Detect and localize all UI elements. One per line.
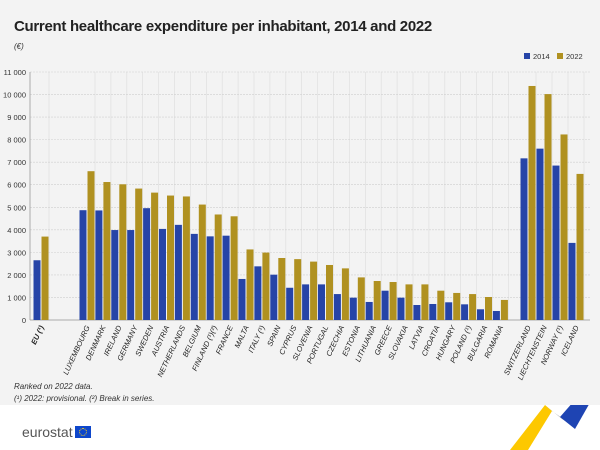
bar-2022	[528, 85, 536, 320]
y-tick-label: 5 000	[7, 203, 26, 212]
bar-2014	[254, 266, 262, 320]
bar-2014	[190, 233, 198, 320]
y-tick-label: 10 000	[3, 91, 26, 100]
bar-2014	[381, 290, 389, 320]
eurostat-swoosh-icon	[510, 405, 589, 450]
bar-2022	[246, 249, 254, 320]
bar-2022	[87, 171, 95, 320]
bar-2022	[214, 214, 222, 320]
bar-2022	[373, 280, 381, 320]
bar-2022	[453, 292, 461, 320]
bar-2022	[294, 259, 302, 320]
eurostat-logo: eurostat	[22, 424, 91, 440]
bar-2014	[206, 236, 214, 320]
bar-2022	[357, 277, 365, 320]
bar-2022	[500, 299, 508, 320]
bar-2014	[429, 303, 437, 320]
y-tick-label: 9 000	[7, 113, 26, 122]
bar-2022	[103, 182, 111, 320]
bar-2022	[262, 252, 270, 320]
bar-2014	[349, 297, 357, 320]
bar-2014	[127, 230, 135, 320]
bar-2014	[143, 208, 151, 320]
bar-2022	[167, 195, 174, 320]
y-tick-label: 4 000	[7, 226, 26, 235]
bar-2022	[341, 268, 349, 320]
bar-2022	[405, 284, 413, 320]
bar-2022	[469, 294, 477, 320]
bar-2014	[461, 304, 469, 320]
bar-2014	[536, 148, 544, 320]
bar-2022	[230, 216, 238, 320]
bar-2014	[33, 260, 41, 320]
bar-2022	[437, 290, 445, 320]
bar-2014	[552, 165, 560, 320]
bar-2022	[182, 196, 190, 320]
bar-2022	[198, 204, 206, 320]
bar-2022	[421, 284, 429, 320]
y-tick-label: 0	[22, 316, 26, 325]
chart-title: Current healthcare expenditure per inhab…	[14, 18, 432, 35]
y-tick-label: 6 000	[7, 181, 26, 190]
legend-swatch	[524, 53, 530, 59]
eu-flag-icon	[74, 426, 91, 438]
bar-2014	[222, 235, 230, 320]
bar-2014	[286, 287, 294, 320]
unit-label: (€)	[14, 42, 24, 51]
bar-2014	[492, 310, 500, 320]
bar-2014	[568, 242, 576, 320]
bar-2022	[278, 258, 286, 320]
y-tick-label: 11 000	[4, 68, 26, 77]
bar-2014	[520, 158, 528, 320]
ranking-note: Ranked on 2022 data.	[14, 382, 93, 391]
bar-2014	[95, 210, 103, 320]
bar-chart: 0 1 000 2 000 3 000 4 000 5 000 6 000 7 000 8 00…	[3, 52, 590, 381]
bar-2022	[485, 297, 492, 320]
bar-2014	[238, 278, 246, 320]
bar-2022	[389, 282, 397, 320]
y-tick-label: 7 000	[7, 158, 26, 167]
bar-2014	[365, 301, 373, 320]
bar-2014	[445, 302, 453, 320]
bar-2014	[79, 210, 87, 320]
bar-2022	[576, 173, 584, 320]
legend-swatch	[557, 53, 563, 59]
legend-label: 2022	[566, 52, 583, 61]
bar-2022	[119, 184, 127, 320]
legend-label: 2014	[533, 52, 550, 61]
y-tick-label: 2 000	[7, 271, 26, 280]
bar-2014	[270, 274, 278, 320]
bar-2022	[151, 192, 159, 320]
bar-2022	[135, 188, 143, 320]
bar-2014	[333, 294, 341, 320]
bar-2014	[159, 228, 166, 320]
bar-2022	[310, 261, 318, 320]
bar-2014	[318, 284, 325, 320]
bar-2014	[477, 309, 484, 320]
bar-2022	[326, 264, 333, 320]
footnotes: (¹) 2022: provisional. (²) Break in seri…	[14, 394, 155, 403]
bar-2014	[302, 284, 310, 320]
y-tick-label: 3 000	[7, 248, 26, 257]
y-tick-label: 8 000	[7, 136, 26, 145]
bar-2014	[174, 224, 182, 320]
footer	[0, 405, 600, 450]
y-tick-label: 1 000	[7, 293, 26, 302]
x-tick-label: EU (¹)	[29, 324, 46, 346]
bar-2014	[111, 230, 119, 320]
bar-2022	[544, 94, 552, 320]
bar-2014	[397, 297, 405, 320]
bar-2022	[41, 236, 49, 320]
bar-2022	[560, 134, 568, 320]
logo-text: eurostat	[22, 424, 73, 440]
bar-2014	[413, 305, 421, 320]
